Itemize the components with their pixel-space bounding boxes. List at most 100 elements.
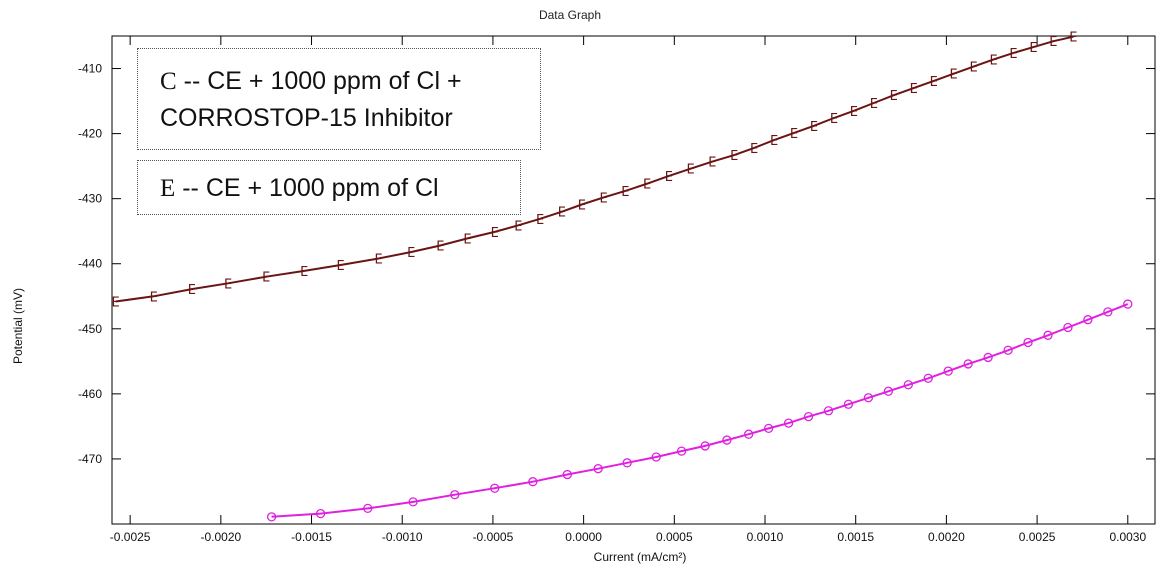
series-e: E E E E E E E E E E E E E E E E E E EE E E E EE E EE EEE E E E E E E E E E [112,31,1078,311]
data-point: E [188,283,196,298]
data-point: E [770,134,778,149]
data-point [1123,299,1133,309]
data-point [823,406,834,416]
data-point [676,446,687,456]
data-point: E [463,232,471,247]
legend-c-text-line2: CORROSTOP-15 Inhibitor [160,104,453,132]
data-point [700,441,710,451]
data-point [1043,330,1053,340]
x-axis-label: Current (mA/cm²) [594,550,687,564]
x-tick-label: -0.0005 [473,530,514,544]
y-tick-label: -420 [78,127,102,141]
data-point [1023,337,1033,348]
data-point [783,418,794,428]
data-point: E [514,219,522,234]
x-tick-label: -0.0025 [110,530,151,544]
data-point: E [910,82,918,97]
data-point: E [810,120,818,135]
data-point: E [578,199,586,214]
y-axis-label: Potential (mV) [11,288,25,364]
data-point [490,483,500,493]
legend-e-text-line1: -- CE + 1000 ppm of Cl [175,174,439,202]
data-point: E [375,253,383,268]
y-axis: -410 -420 -430 -440 -450 -460 -470 [78,62,1155,466]
data-point: E [224,277,232,292]
data-point: E [930,75,938,90]
data-point [863,393,874,403]
series-e-line [115,35,1074,303]
data-point [722,435,732,445]
data-point: E [1049,35,1057,50]
x-tick-label: -0.0010 [382,530,423,544]
data-point: E [1029,41,1037,56]
y-tick-label: -410 [78,62,102,76]
data-point [803,411,814,422]
data-point [315,508,326,519]
data-point [562,469,572,480]
data-point: E [950,68,958,83]
data-point: E [790,127,798,142]
data-point [903,380,913,390]
data-point: E [300,265,308,280]
data-point [963,359,973,369]
x-tick-label: -0.0020 [200,530,241,544]
data-point: E [750,142,758,157]
data-point [408,497,418,507]
y-tick-label: -460 [78,387,102,401]
data-point: E [708,156,716,171]
data-point [622,458,632,468]
data-point: E [407,246,415,261]
x-tick-label: -0.0015 [291,530,332,544]
data-point: E [665,170,673,185]
data-point: E [599,191,607,206]
data-point: E [491,226,499,241]
data-point [528,477,538,487]
data-point: E [730,149,738,164]
data-point: E [436,240,444,255]
data-point: E [1009,47,1017,62]
data-point [843,399,854,409]
legend-e-marker: E [160,175,176,202]
data-point [1063,322,1073,333]
data-point: E [850,105,858,120]
data-point [983,352,993,363]
data-point: E [112,295,120,310]
data-point [923,373,933,383]
data-point [763,423,774,434]
series-c [266,299,1133,522]
data-point: E [687,163,695,178]
data-point: E [558,206,566,221]
data-point: E [336,259,344,274]
data-point [1103,307,1113,317]
data-point [1003,345,1013,355]
data-point: E [989,53,997,68]
data-point: E [969,61,977,76]
chart-title: Data Graph [539,8,601,22]
data-point [651,452,661,462]
data-point [1083,315,1093,325]
data-point [593,464,603,474]
x-tick-label: 0.0025 [1019,530,1056,544]
data-point [744,429,754,439]
data-point: E [150,290,158,305]
x-axis: -0.0025 -0.0020 -0.0015 -0.0010 -0.0005 0.000… [110,36,1146,544]
y-tick-label: -450 [78,322,102,336]
data-point [943,366,953,376]
series-layer: E E E E E E E E E E E E E E E E E E EE E E E EE E EE EEE E E E E E E E E E [112,31,1133,522]
data-point: E [262,271,270,286]
y-tick-label: -430 [78,192,102,206]
legend-entry-c: C -- CE + 1000 ppm of Cl + CORROSTOP-15 … [137,48,541,150]
x-tick-label: 0.0020 [928,530,965,544]
plot-area [111,35,1156,525]
data-point [883,386,894,396]
data-point [266,512,277,522]
legend-c-text-line1: -- CE + 1000 ppm of Cl + [176,67,462,95]
series-c-line [271,303,1129,518]
data-point: E [621,185,629,200]
data-point: E [890,89,898,104]
x-tick-label: 0.0015 [837,530,874,544]
data-point: E [870,97,878,112]
data-point: E [1069,31,1077,46]
legend-entry-e: E -- CE + 1000 ppm of Cl [137,160,521,215]
